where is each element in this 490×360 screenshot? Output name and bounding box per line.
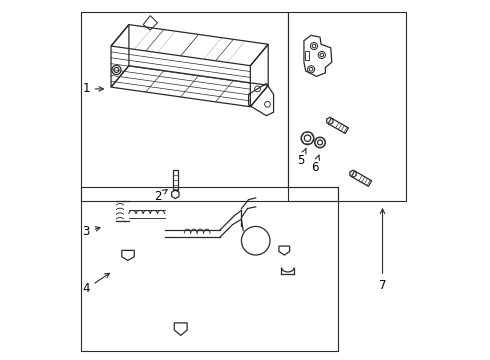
- Bar: [288, 12, 406, 202]
- Bar: [305, 51, 309, 60]
- Text: 1: 1: [82, 82, 103, 95]
- Text: 6: 6: [311, 155, 319, 174]
- Bar: [173, 170, 178, 190]
- Text: 2: 2: [154, 190, 167, 203]
- Text: 3: 3: [82, 225, 100, 238]
- Text: 7: 7: [379, 209, 386, 292]
- Text: 4: 4: [82, 273, 109, 296]
- Text: 5: 5: [296, 148, 306, 167]
